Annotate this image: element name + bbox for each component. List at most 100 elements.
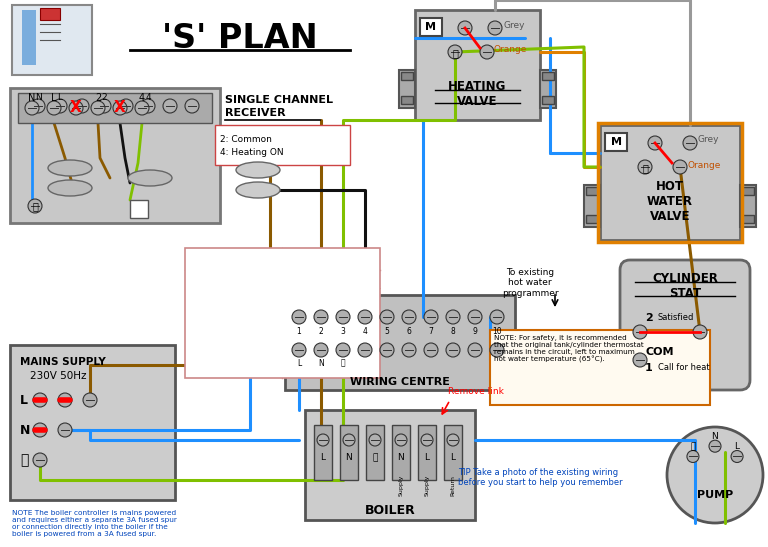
Circle shape xyxy=(638,160,652,174)
FancyBboxPatch shape xyxy=(586,215,598,223)
Circle shape xyxy=(135,101,149,115)
Text: 1: 1 xyxy=(645,363,653,373)
Text: 4: 4 xyxy=(230,364,236,374)
Text: PUMP: PUMP xyxy=(697,490,733,500)
Circle shape xyxy=(358,343,372,357)
Text: RECEIVER: RECEIVER xyxy=(225,108,286,118)
Text: 9: 9 xyxy=(472,327,478,335)
Circle shape xyxy=(113,101,127,115)
Circle shape xyxy=(395,434,407,446)
Text: WIRING CENTRE: WIRING CENTRE xyxy=(350,377,450,387)
Text: 3: 3 xyxy=(230,346,236,356)
Text: N: N xyxy=(398,453,405,463)
Circle shape xyxy=(683,136,697,150)
Circle shape xyxy=(53,99,67,113)
FancyBboxPatch shape xyxy=(740,185,756,227)
Circle shape xyxy=(163,99,177,113)
Text: TIP Take a photo of the existing wiring
before you start to help you remember: TIP Take a photo of the existing wiring … xyxy=(458,468,623,487)
Text: 2: 2 xyxy=(645,313,653,323)
Circle shape xyxy=(446,310,460,324)
Circle shape xyxy=(69,101,83,115)
Circle shape xyxy=(490,343,504,357)
Ellipse shape xyxy=(48,180,92,196)
FancyBboxPatch shape xyxy=(392,425,410,480)
Circle shape xyxy=(667,427,763,523)
Circle shape xyxy=(25,101,39,115)
Text: 5: 5 xyxy=(385,327,389,335)
Circle shape xyxy=(468,310,482,324)
Text: ⏚: ⏚ xyxy=(341,358,346,368)
Text: ⏚: ⏚ xyxy=(32,201,38,211)
Text: BOILER: BOILER xyxy=(365,503,415,516)
FancyBboxPatch shape xyxy=(314,425,332,480)
Text: Heat Genius
Terminal: Heat Genius Terminal xyxy=(210,253,257,272)
Text: Wiring Centre
Terminal: Wiring Centre Terminal xyxy=(305,253,357,272)
Text: X: X xyxy=(114,101,126,115)
Circle shape xyxy=(47,101,61,115)
Text: HEATING
VALVE: HEATING VALVE xyxy=(448,80,506,108)
Text: 230V 50Hz: 230V 50Hz xyxy=(30,371,87,381)
Text: 7: 7 xyxy=(429,327,433,335)
FancyBboxPatch shape xyxy=(415,10,540,120)
FancyBboxPatch shape xyxy=(40,8,60,20)
Circle shape xyxy=(83,393,97,407)
Text: L: L xyxy=(297,358,301,368)
FancyBboxPatch shape xyxy=(340,425,358,480)
Circle shape xyxy=(31,99,45,113)
Text: M: M xyxy=(611,137,621,147)
Text: N: N xyxy=(230,275,237,283)
Text: 1: 1 xyxy=(230,311,236,319)
Text: N: N xyxy=(28,93,35,103)
Text: COM: COM xyxy=(645,347,674,357)
Text: N: N xyxy=(35,92,41,102)
Text: SINGLE CHANNEL: SINGLE CHANNEL xyxy=(225,95,333,105)
FancyBboxPatch shape xyxy=(444,425,462,480)
FancyBboxPatch shape xyxy=(18,93,212,123)
FancyBboxPatch shape xyxy=(620,260,750,390)
Circle shape xyxy=(488,21,502,35)
Text: 3: 3 xyxy=(340,327,346,335)
FancyBboxPatch shape xyxy=(399,70,415,108)
Text: 2: 2 xyxy=(319,327,323,335)
Text: L: L xyxy=(51,93,57,103)
Circle shape xyxy=(402,343,416,357)
Text: ⏚: ⏚ xyxy=(690,442,696,451)
Circle shape xyxy=(480,45,494,59)
Circle shape xyxy=(687,451,699,462)
Text: N: N xyxy=(20,423,31,437)
Text: Supply: Supply xyxy=(425,475,429,496)
Text: 10: 10 xyxy=(492,327,502,335)
FancyBboxPatch shape xyxy=(215,125,350,165)
Ellipse shape xyxy=(128,170,172,186)
Circle shape xyxy=(369,434,381,446)
Text: L: L xyxy=(230,293,235,301)
Text: CYLINDER
STAT: CYLINDER STAT xyxy=(652,272,718,300)
Circle shape xyxy=(314,343,328,357)
Circle shape xyxy=(633,325,647,339)
FancyBboxPatch shape xyxy=(605,133,627,151)
Text: 5: 5 xyxy=(329,364,333,374)
FancyBboxPatch shape xyxy=(418,425,436,480)
Text: Return: Return xyxy=(451,475,455,496)
Text: L: L xyxy=(58,92,62,102)
Text: Not connected: Not connected xyxy=(303,311,359,319)
Text: L: L xyxy=(320,453,326,463)
Circle shape xyxy=(458,21,472,35)
Circle shape xyxy=(28,199,42,213)
Text: ⏚: ⏚ xyxy=(642,163,648,173)
Circle shape xyxy=(424,310,438,324)
Circle shape xyxy=(380,310,394,324)
FancyBboxPatch shape xyxy=(10,88,220,223)
Circle shape xyxy=(421,434,433,446)
FancyBboxPatch shape xyxy=(12,5,92,75)
FancyBboxPatch shape xyxy=(10,345,175,500)
Text: NOTE The boiler controller is mains powered
and requires either a separate 3A fu: NOTE The boiler controller is mains powe… xyxy=(12,510,177,537)
Text: NOTE: For safety, it is recommended
that the original tank/cylinder thermostat
r: NOTE: For safety, it is recommended that… xyxy=(494,335,644,363)
FancyBboxPatch shape xyxy=(742,187,754,195)
Circle shape xyxy=(358,310,372,324)
Text: Satisfied: Satisfied xyxy=(658,313,694,323)
FancyBboxPatch shape xyxy=(542,96,554,104)
Circle shape xyxy=(448,45,462,59)
Circle shape xyxy=(91,101,105,115)
Text: Grey: Grey xyxy=(503,20,525,30)
